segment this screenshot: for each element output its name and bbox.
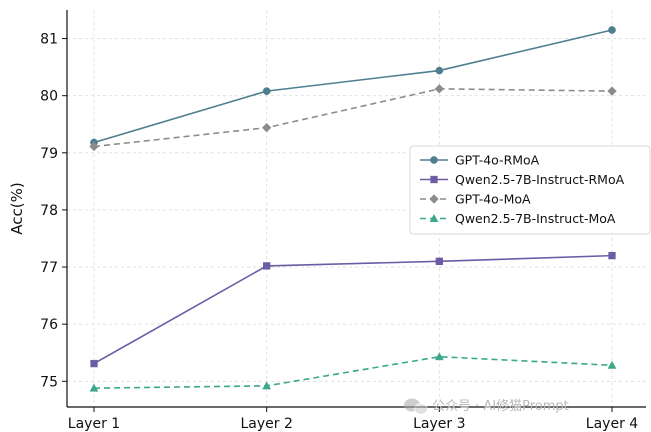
data-point	[261, 122, 272, 133]
y-tick-label: 77	[40, 260, 58, 276]
legend-label: GPT-4o-RMoA	[455, 153, 540, 168]
legend-label: Qwen2.5-7B-Instruct-MoA	[455, 211, 616, 226]
x-tick-label: Layer 2	[240, 416, 292, 432]
series-line	[93, 355, 613, 389]
data-point	[434, 352, 444, 361]
watermark-text: 公众号 · AI修猫Prompt	[432, 399, 569, 414]
legend-label: Qwen2.5-7B-Instruct-RMoA	[455, 172, 625, 187]
y-tick-label: 75	[40, 374, 58, 390]
y-tick-label: 81	[40, 32, 58, 48]
legend-marker	[429, 194, 439, 204]
series-gpt-4o-rmoa	[90, 26, 616, 147]
data-point	[607, 360, 617, 369]
data-point	[607, 86, 617, 96]
x-tick-label: Layer 4	[586, 416, 638, 432]
y-tick-label: 78	[40, 203, 58, 219]
y-axis-label: Acc(%)	[8, 182, 26, 234]
data-point	[90, 359, 98, 368]
legend-item: GPT-4o-RMoA	[420, 153, 540, 168]
series-line	[93, 29, 613, 144]
data-point	[89, 141, 99, 152]
legend-item: Qwen2.5-7B-Instruct-MoA	[420, 211, 616, 226]
series-line	[93, 254, 613, 365]
wechat-bubble-small	[414, 403, 428, 415]
x-tick-label: Layer 1	[68, 416, 120, 432]
watermark: 公众号 · AI修猫Prompt	[404, 398, 569, 415]
series-line	[93, 88, 613, 148]
legend: GPT-4o-RMoA Qwen2.5-7B-Instruct-RMoA GPT-4…	[409, 145, 651, 235]
data-point	[435, 257, 443, 265]
data-point	[263, 262, 271, 270]
legend-marker	[429, 213, 439, 222]
y-tick-label: 79	[40, 146, 58, 162]
y-tick-label: 76	[40, 317, 58, 333]
legend-item: Qwen2.5-7B-Instruct-RMoA	[420, 172, 625, 187]
legend-marker	[430, 156, 438, 164]
data-point	[434, 84, 445, 94]
data-point	[435, 66, 444, 75]
x-tick-label: Layer 3	[413, 416, 465, 432]
data-point	[89, 383, 99, 392]
data-point	[608, 26, 616, 34]
x-axis-ticks: Layer 1 Layer 2 Layer 3 Layer 4	[68, 407, 638, 432]
wechat-icon	[404, 398, 428, 415]
legend-label: GPT-4o-MoA	[455, 192, 531, 207]
y-axis-ticks: 75 76 77 78 79 80 81	[40, 32, 67, 390]
data-point	[262, 381, 272, 390]
legend-item: GPT-4o-MoA	[420, 192, 531, 207]
legend-box	[409, 145, 651, 235]
series-gpt-4o-moa	[89, 84, 617, 152]
y-tick-label: 80	[40, 89, 58, 105]
series-qwen2-5-7b-instruct-moa	[89, 352, 617, 392]
data-point	[262, 87, 271, 95]
data-point	[608, 251, 616, 260]
legend-marker	[430, 175, 438, 184]
series-qwen2-5-7b-instruct-rmoa	[90, 251, 616, 368]
